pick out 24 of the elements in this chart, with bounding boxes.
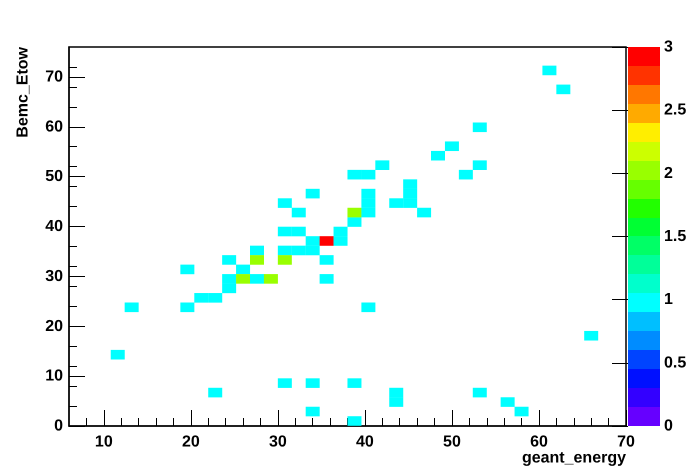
y-tick-label: 50 bbox=[45, 168, 64, 186]
y-tick-label: 60 bbox=[45, 118, 64, 136]
y-tick-label: 20 bbox=[45, 318, 64, 335]
color-bar-label: 1 bbox=[664, 291, 673, 308]
x-axis-title: geant_energy bbox=[522, 450, 626, 466]
x-tick-label: 20 bbox=[182, 434, 200, 450]
x-tick-label: 40 bbox=[356, 434, 374, 450]
color-bar-label: 2 bbox=[664, 164, 673, 182]
color-bar-label: 0 bbox=[664, 418, 673, 434]
y-tick-label: 70 bbox=[45, 68, 64, 86]
x-tick-label: 70 bbox=[617, 434, 635, 450]
color-bar-label: 1.5 bbox=[664, 228, 686, 245]
x-tick-label: 30 bbox=[268, 434, 287, 450]
x-tick-label: 60 bbox=[530, 434, 548, 450]
x-tick-label: 10 bbox=[94, 434, 113, 450]
y-tick-label: 10 bbox=[45, 368, 64, 385]
y-tick-label: 30 bbox=[45, 268, 64, 285]
color-bar-label: 0.5 bbox=[664, 354, 686, 372]
color-bar-label: 3 bbox=[664, 38, 673, 56]
y-tick-label: 40 bbox=[45, 218, 64, 236]
x-tick-label: 50 bbox=[443, 434, 461, 450]
color-bar-label: 2.5 bbox=[664, 102, 686, 119]
y-axis-title: Bemc_Etow bbox=[14, 46, 32, 138]
y-tick-label: 0 bbox=[54, 418, 64, 434]
